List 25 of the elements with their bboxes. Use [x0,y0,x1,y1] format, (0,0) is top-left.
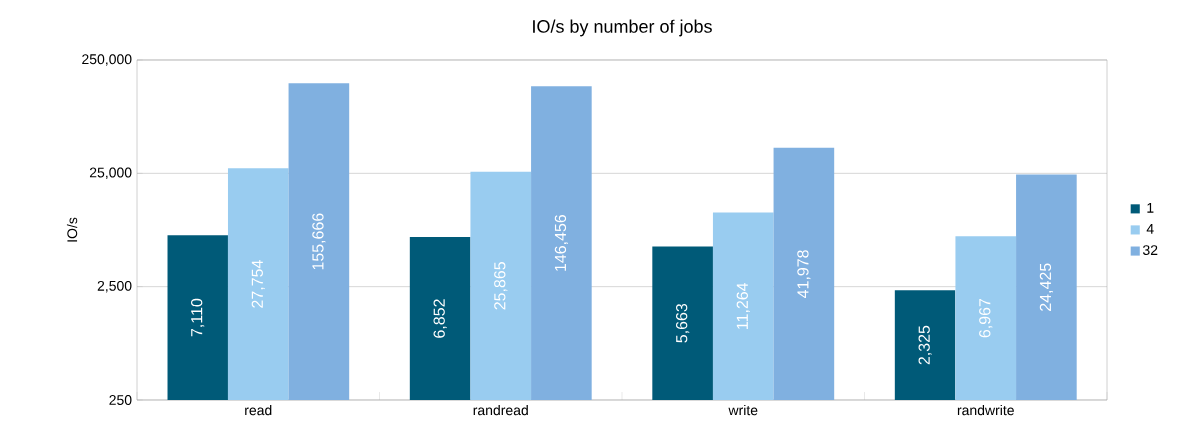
data-label: 27,754 [251,260,265,308]
y-axis-title: IO/s [66,217,78,242]
legend-label: 1 [1147,203,1154,213]
data-label: 25,865 [494,262,508,310]
data-label: 6,852 [433,299,447,338]
data-label: 11,264 [736,282,750,329]
data-label: 41,978 [797,250,811,298]
x-tick-label: write [728,404,758,416]
x-tick-label: read [245,404,272,416]
data-label: 146,456 [554,214,568,271]
data-label: 7,110 [191,298,205,337]
y-tick-label: 250,000 [82,54,132,66]
data-label: 5,663 [676,303,690,343]
legend-label: 32 [1142,245,1158,256]
legend-label: 4 [1146,224,1154,234]
x-tick-label: randwrite [957,404,1014,416]
y-tick-label: 25,000 [89,167,132,180]
data-label: 6,967 [979,298,993,338]
data-label: 155,666 [312,213,326,270]
chart-title: IO/s by number of jobs [533,19,712,37]
data-label: 2,325 [918,325,932,365]
data-label: 24,425 [1039,263,1053,311]
y-tick-label: 250 [109,395,132,405]
x-tick-label: randread [473,404,528,416]
y-tick-label: 2,500 [97,280,132,293]
